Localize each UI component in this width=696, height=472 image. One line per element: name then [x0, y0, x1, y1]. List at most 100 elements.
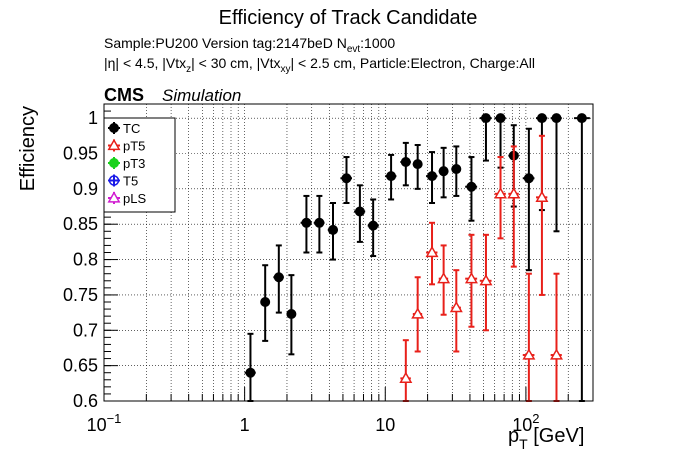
- data-point-tc: [522, 127, 535, 272]
- point-marker: [386, 171, 397, 182]
- data-point-tc: [300, 194, 312, 254]
- point-marker: [523, 173, 534, 184]
- point-marker: [399, 371, 413, 384]
- series-layer: [244, 113, 590, 402]
- info-line-2: |η| < 4.5, |Vtxz| < 30 cm, |Vtxxy| < 2.5…: [104, 55, 535, 75]
- data-point-tc: [574, 113, 590, 402]
- point-marker: [494, 187, 508, 199]
- point-marker: [464, 271, 478, 284]
- data-point-tc: [354, 184, 366, 243]
- legend-marker: [107, 191, 121, 203]
- x-tick-label: 10: [375, 415, 395, 435]
- y-tick-label: 0.95: [63, 144, 98, 164]
- point-marker: [341, 173, 352, 184]
- x-axis-label-sub: T: [519, 436, 528, 452]
- point-marker: [466, 181, 477, 192]
- data-point-tc: [412, 144, 423, 190]
- legend-marker: [108, 175, 120, 186]
- data-point-tc: [367, 198, 379, 258]
- data-point-pt5: [479, 233, 493, 332]
- x-axis-label: pT [GeV]: [508, 425, 584, 452]
- info-sample: Sample:PU200 Version tag:2147beD N: [104, 35, 347, 51]
- legend-marker: [107, 138, 121, 151]
- info-vtx-z-sub: z: [186, 64, 191, 75]
- y-axis-label: Efficiency: [17, 106, 39, 191]
- axis-ticks: [103, 103, 594, 402]
- point-marker: [438, 166, 449, 177]
- legend-marker: [109, 158, 119, 168]
- y-tick-label: 0.9: [73, 179, 98, 199]
- cms-label: CMS: [104, 85, 144, 105]
- legend-label: pT5: [123, 139, 145, 154]
- point-marker: [507, 187, 521, 199]
- y-tick-label: 0.75: [63, 285, 98, 305]
- data-point-tc: [340, 156, 352, 204]
- point-marker: [449, 300, 463, 313]
- x-tick-label-base: 10: [87, 415, 107, 435]
- x-axis-label-main: p: [508, 425, 519, 447]
- x-axis-label-unit: [GeV]: [528, 425, 585, 447]
- point-marker: [425, 245, 439, 258]
- point-marker: [495, 113, 506, 124]
- point-marker: [368, 220, 379, 231]
- info-nevt-sub: evt: [347, 44, 361, 55]
- point-marker: [245, 367, 256, 378]
- data-point-tc: [426, 151, 438, 204]
- data-point-pt5: [494, 156, 508, 240]
- point-marker: [273, 272, 284, 283]
- x-tick-label-base: 1: [240, 415, 250, 435]
- point-marker: [411, 307, 425, 319]
- data-point-tc: [286, 274, 297, 356]
- x-tick-label-base: 10: [375, 415, 395, 435]
- legend-label: TC: [123, 121, 140, 136]
- legend-entry-pls: pLS: [107, 191, 146, 206]
- x-tick-label-exponent: −1: [107, 411, 122, 426]
- grid: [103, 104, 594, 402]
- legend-label: T5: [123, 174, 138, 189]
- info-rest: | < 2.5 cm, Particle:Electron, Charge:Al…: [290, 55, 534, 71]
- data-point-tc: [313, 194, 325, 254]
- x-tick-label: 102: [512, 411, 539, 435]
- data-point-pt5: [535, 134, 549, 296]
- point-marker: [437, 271, 451, 284]
- point-marker: [314, 217, 325, 228]
- point-marker: [479, 274, 493, 286]
- data-point-pt5: [425, 221, 439, 286]
- point-marker: [549, 348, 563, 360]
- info-nevt-val: :1000: [360, 35, 395, 51]
- point-marker: [354, 206, 365, 217]
- info-vtx-xy-sub: xy: [280, 64, 290, 75]
- data-point-pt5: [464, 233, 478, 328]
- data-point-pt5: [399, 339, 413, 402]
- x-tick-label-exponent: 2: [532, 411, 539, 426]
- point-marker: [535, 190, 549, 202]
- data-point-tc: [385, 153, 397, 201]
- x-tick-label: 10−1: [87, 411, 122, 435]
- data-point-pt5: [411, 276, 425, 353]
- point-marker: [427, 171, 438, 182]
- y-tick-label: 0.6: [73, 391, 98, 411]
- point-marker: [551, 113, 562, 124]
- data-point-tc: [244, 332, 256, 402]
- legend-entry-tc: TC: [108, 121, 140, 136]
- data-point-tc: [260, 264, 271, 342]
- legend-entry-t5: T5: [108, 174, 138, 189]
- point-marker: [412, 159, 423, 170]
- data-point-tc: [479, 113, 492, 162]
- data-point-tc: [451, 145, 462, 197]
- simulation-label: Simulation: [162, 86, 241, 105]
- data-point-pt5: [449, 269, 463, 353]
- y-tick-label: 0.85: [63, 214, 98, 234]
- legend-label: pLS: [123, 191, 146, 206]
- chart-title: Efficiency of Track Candidate: [219, 7, 478, 29]
- y-tick-label: 0.7: [73, 320, 98, 340]
- point-marker: [400, 156, 411, 167]
- data-point-tc: [465, 156, 478, 222]
- point-marker: [301, 217, 312, 228]
- y-tick-label: 0.8: [73, 250, 98, 270]
- data-point-pt5: [522, 272, 536, 402]
- legend-entry-pt5: pT5: [107, 138, 145, 154]
- point-marker: [451, 164, 462, 175]
